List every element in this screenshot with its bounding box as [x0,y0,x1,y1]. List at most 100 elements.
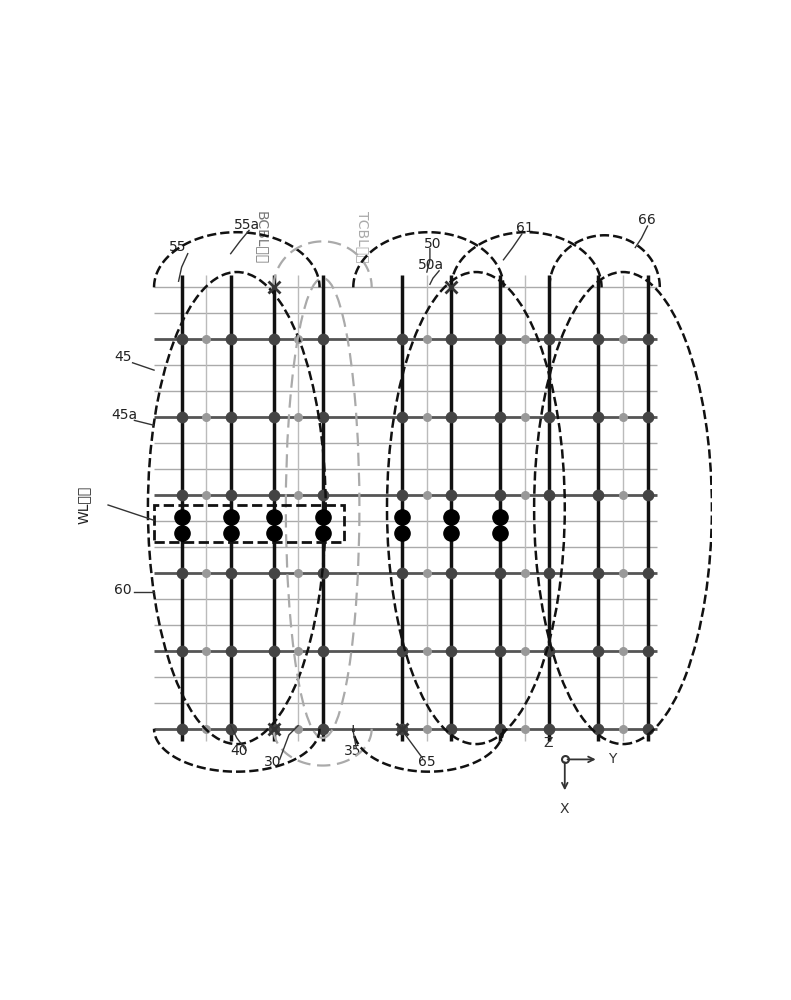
Point [316,721,329,737]
Point [592,565,605,581]
Point [292,721,305,737]
Point [445,525,458,541]
Text: 50a: 50a [418,258,444,272]
Point [421,721,433,737]
Point [494,331,507,347]
Point [494,487,507,503]
Point [225,331,237,347]
Point [316,565,329,581]
Point [316,331,329,347]
Point [176,509,188,525]
Point [267,409,280,425]
Point [267,331,280,347]
Point [617,409,630,425]
Point [292,487,305,503]
Point [396,509,409,525]
Point [225,509,237,525]
Point [494,565,507,581]
Point [176,331,188,347]
Point [617,487,630,503]
Text: 40: 40 [231,744,248,758]
Text: 55a: 55a [234,218,260,232]
Point [176,525,188,541]
Point [421,409,433,425]
Text: 60: 60 [114,583,132,597]
Point [176,487,188,503]
Point [225,643,237,659]
Point [316,509,329,525]
Point [267,487,280,503]
Point [396,643,409,659]
Point [592,643,605,659]
Point [176,409,188,425]
Point [642,643,654,659]
Point [543,643,556,659]
Point [519,331,532,347]
Point [617,643,630,659]
Point [519,409,532,425]
Text: 50: 50 [424,237,441,251]
Point [592,487,605,503]
Text: WL触点: WL触点 [77,486,90,524]
Point [200,565,213,581]
Text: 35: 35 [344,744,361,758]
Point [200,643,213,659]
Point [396,409,409,425]
Point [543,721,556,737]
Point [642,409,654,425]
Point [267,509,280,525]
Point [316,409,329,425]
Point [592,721,605,737]
Point [445,565,458,581]
Point [225,409,237,425]
Text: TCBL触点: TCBL触点 [355,211,369,262]
Bar [154,505,344,542]
Text: 45a: 45a [111,408,138,422]
Point [543,565,556,581]
Point [396,525,409,541]
Point [445,331,458,347]
Point [494,525,507,541]
Point [421,487,433,503]
Point [445,721,458,737]
Text: X: X [560,802,570,816]
Text: BCBL触点: BCBL触点 [255,211,268,264]
Point [421,331,433,347]
Point [176,721,188,737]
Point [421,565,433,581]
Point [543,331,556,347]
Point [421,643,433,659]
Text: 61: 61 [516,221,533,235]
Point [225,721,237,737]
Text: 65: 65 [418,755,435,769]
Point [617,331,630,347]
Point [617,721,630,737]
Text: 55: 55 [169,240,187,254]
Point [519,487,532,503]
Point [292,565,305,581]
Point [445,487,458,503]
Point [617,565,630,581]
Point [292,643,305,659]
Point [316,643,329,659]
Point [200,487,213,503]
Point [292,409,305,425]
Point [396,331,409,347]
Point [494,721,507,737]
Point [316,525,329,541]
Point [519,721,532,737]
Point [292,331,305,347]
Point [642,487,654,503]
Point [176,643,188,659]
Point [267,525,280,541]
Text: 30: 30 [264,755,282,769]
Point [445,643,458,659]
Point [200,331,213,347]
Point [396,721,409,737]
Point [225,525,237,541]
Point [543,487,556,503]
Point [642,565,654,581]
Text: 45: 45 [114,350,131,364]
Point [494,643,507,659]
Point [396,487,409,503]
